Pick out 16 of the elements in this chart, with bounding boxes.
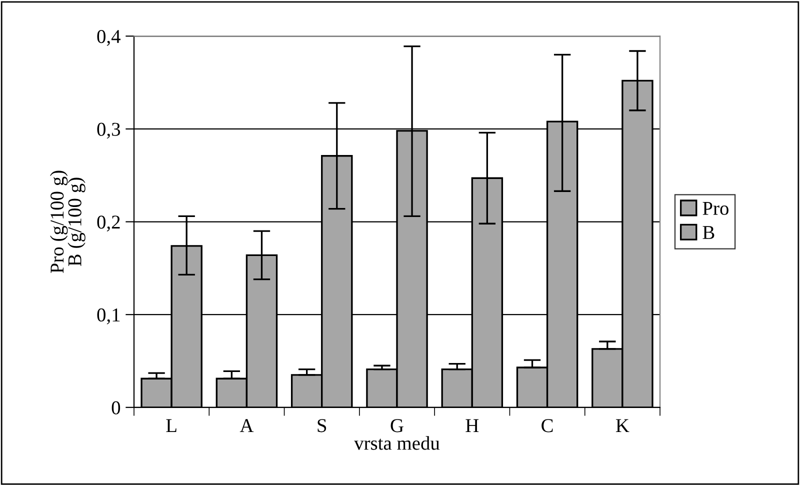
y-tick-label: 0	[112, 401, 120, 414]
y-tick-label: 0,4	[97, 30, 120, 46]
x-tick-label: G	[390, 419, 404, 432]
x-tick-label: C	[542, 419, 553, 432]
x-tick-label: H	[466, 419, 479, 432]
y-tick-label: 0,1	[97, 308, 120, 324]
x-tick-label: L	[166, 419, 176, 432]
y-axis-title: Pro (g/100 g) B (g/100 g)	[50, 170, 86, 274]
x-tick-label: S	[318, 419, 326, 432]
y-tick-label: 0,3	[97, 122, 120, 139]
x-axis-title: vrsta medu	[354, 436, 440, 450]
x-tick-label: A	[240, 419, 254, 432]
legend-label: B	[702, 226, 714, 239]
x-tick-label: K	[616, 419, 630, 432]
y-tick-label: 0,2	[97, 216, 120, 232]
legend-label: Pro	[702, 202, 728, 215]
